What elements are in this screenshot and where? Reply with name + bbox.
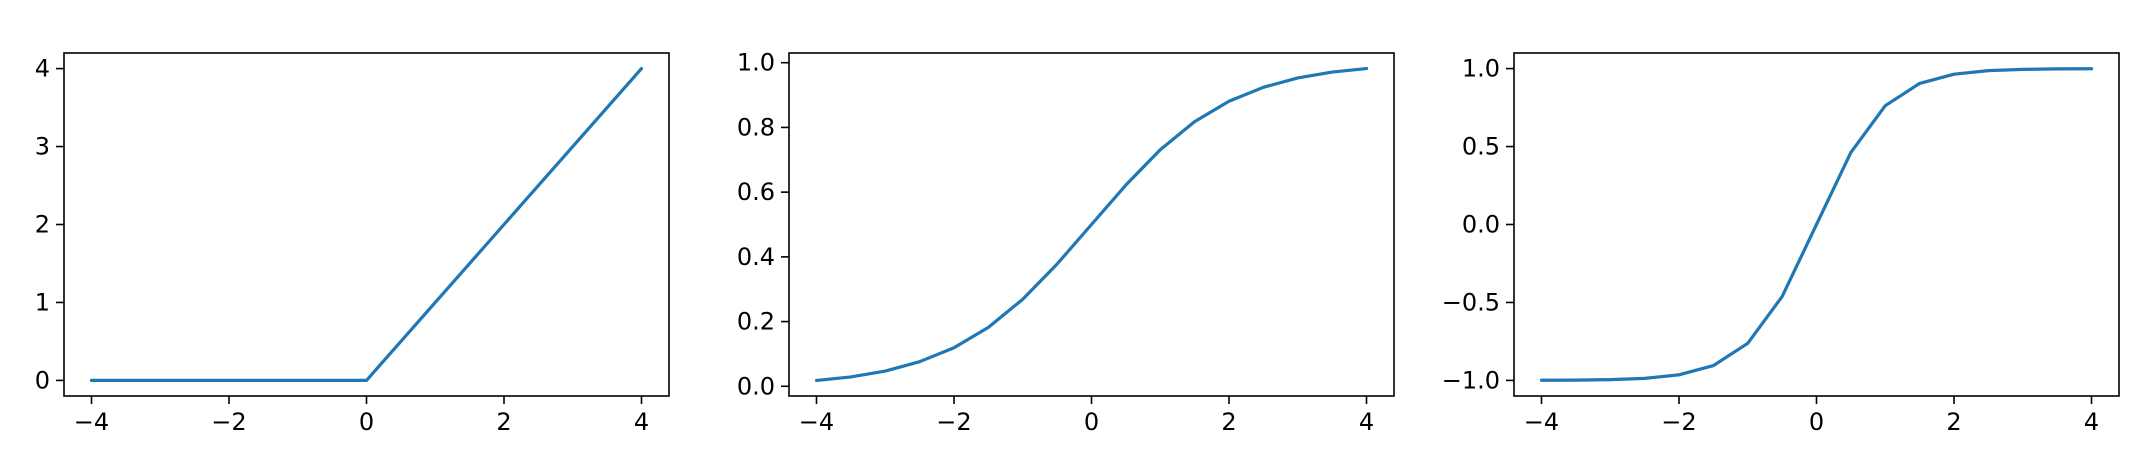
chart-panel-sigmoid: −4 −2 0 2 4 0.0 0.2 0.4 0.6 0.8 1.0 [737, 49, 1395, 436]
x-tick-label: 0 [1084, 408, 1099, 436]
series-line-tanh [1539, 67, 2094, 382]
x-tick-label: 2 [496, 408, 511, 436]
x-tick-label: −4 [799, 408, 834, 436]
y-tick-label: 0.6 [737, 178, 775, 206]
y-tick-label: 4 [35, 55, 50, 83]
x-tick-label: 2 [1946, 408, 1961, 436]
y-tick-label: 0.8 [737, 113, 775, 141]
x-tick-label: 0 [1809, 408, 1824, 436]
y-tick-label: 0 [35, 366, 50, 394]
y-tick-label: −1.0 [1442, 366, 1500, 394]
y-tick-label: 0.0 [1462, 211, 1500, 239]
y-tick-label: 3 [35, 133, 50, 161]
x-tick-label: 4 [2084, 408, 2099, 436]
series-line-relu [89, 66, 644, 383]
axes-frame [788, 52, 1395, 397]
x-tick-label: 4 [634, 408, 649, 436]
y-tick-label: 0.5 [1462, 133, 1500, 161]
x-tick-label: −2 [211, 408, 246, 436]
y-tick-label: 0.4 [737, 243, 775, 271]
y-tick-label: −0.5 [1442, 288, 1500, 316]
x-tick-label: 2 [1221, 408, 1236, 436]
chart-panel-tanh: −4 −2 0 2 4 −1.0 −0.5 0.0 0.5 1.0 [1442, 52, 2120, 436]
y-tick-label: 2 [35, 211, 50, 239]
axes-frame [1513, 52, 2120, 397]
x-tick-label: −4 [1524, 408, 1559, 436]
y-tick-label: 1.0 [737, 49, 775, 77]
x-tick-label: 4 [1359, 408, 1374, 436]
x-tick-label: −4 [74, 408, 109, 436]
x-tick-label: 0 [359, 408, 374, 436]
y-tick-label: 1 [35, 288, 50, 316]
x-tick-label: −2 [1661, 408, 1696, 436]
series-line-sigmoid [814, 66, 1369, 383]
axes-frame [63, 52, 670, 397]
x-tick-label: −2 [936, 408, 971, 436]
y-tick-label: 0.2 [737, 308, 775, 336]
y-tick-label: 0.0 [737, 372, 775, 400]
chart-panel-relu: −4 −2 0 2 4 0 1 2 3 4 [35, 52, 670, 436]
y-tick-label: 1.0 [1462, 55, 1500, 83]
